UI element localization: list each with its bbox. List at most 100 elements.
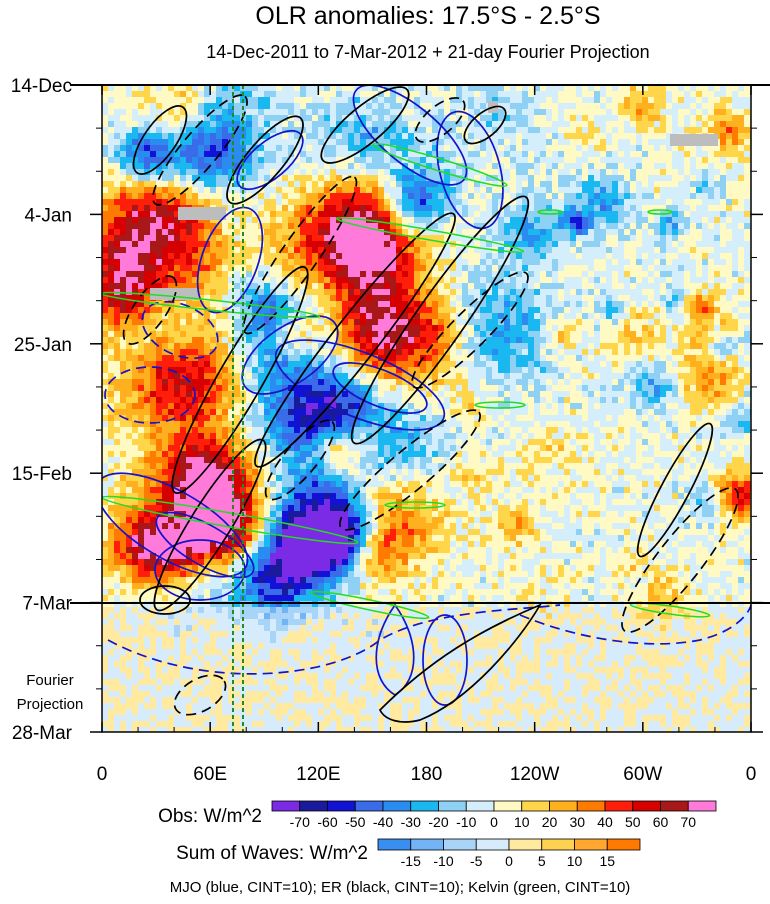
shading-cell (414, 151, 421, 158)
shading-cell (276, 355, 283, 362)
shading-cell (276, 97, 283, 104)
shading-cell (114, 169, 121, 176)
shading-cell (468, 259, 475, 266)
shading-cell (492, 139, 499, 146)
shading-cell (306, 331, 313, 338)
shading-cell (186, 127, 193, 134)
shading-cell (528, 355, 535, 362)
shading-cell (504, 271, 511, 278)
shading-cell (696, 307, 703, 314)
shading-cell (150, 169, 157, 176)
shading-cell (342, 307, 349, 314)
shading-cell (390, 163, 397, 170)
shading-cell (540, 337, 547, 344)
shading-cell (102, 265, 109, 272)
shading-cell (384, 259, 391, 266)
shading-cell (408, 283, 415, 290)
shading-cell (336, 109, 343, 116)
shading-cell (498, 127, 505, 134)
shading-cell (144, 199, 151, 206)
shading-cell (270, 301, 277, 308)
shading-cell (660, 295, 667, 302)
shading-cell (366, 319, 373, 326)
shading-cell (258, 163, 265, 170)
shading-cell (372, 169, 379, 176)
shading-cell (522, 331, 529, 338)
shading-cell (384, 319, 391, 326)
shading-cell (360, 241, 367, 248)
shading-cell (660, 103, 667, 110)
shading-cell (546, 289, 553, 296)
shading-cell (180, 139, 187, 146)
shading-cell (354, 265, 361, 272)
shading-cell (120, 343, 127, 350)
shading-cell (708, 277, 715, 284)
shading-cell (384, 217, 391, 224)
shading-cell (738, 85, 745, 92)
shading-cell (540, 241, 547, 248)
shading-cell (294, 109, 301, 116)
shading-cell (690, 109, 697, 116)
shading-cell (210, 187, 217, 194)
shading-cell (648, 103, 655, 110)
shading-cell (672, 343, 679, 350)
shading-cell (504, 97, 511, 104)
shading-cell (402, 109, 409, 116)
shading-cell (666, 127, 673, 134)
shading-cell (138, 175, 145, 182)
shading-cell (738, 103, 745, 110)
shading-cell (378, 259, 385, 266)
shading-cell (210, 223, 217, 230)
shading-cell (162, 277, 169, 284)
shading-cell (318, 199, 325, 206)
shading-cell (714, 169, 721, 176)
shading-cell (456, 121, 463, 128)
shading-cell (654, 343, 661, 350)
shading-cell (708, 169, 715, 176)
shading-cell (510, 235, 517, 242)
shading-cell (384, 193, 391, 200)
shading-cell (402, 271, 409, 278)
shading-cell (594, 199, 601, 206)
shading-cell (528, 331, 535, 338)
shading-cell (564, 187, 571, 194)
shading-cell (396, 151, 403, 158)
shading-cell (564, 229, 571, 236)
shading-cell (486, 241, 493, 248)
shading-cell (288, 301, 295, 308)
shading-cell (666, 301, 673, 308)
shading-cell (744, 265, 751, 272)
shading-cell (114, 109, 121, 116)
shading-cell (510, 289, 517, 296)
shading-cell (702, 295, 709, 302)
shading-cell (114, 253, 121, 260)
shading-cell (420, 121, 427, 128)
shading-cell (234, 229, 241, 236)
shading-cell (618, 91, 625, 98)
shading-cell (426, 169, 433, 176)
shading-cell (492, 313, 499, 320)
shading-cell (534, 247, 541, 254)
shading-cell (228, 187, 235, 194)
shading-cell (312, 355, 319, 362)
shading-cell (510, 115, 517, 122)
shading-cell (666, 319, 673, 326)
shading-cell (216, 181, 223, 188)
shading-cell (270, 343, 277, 350)
shading-cell (726, 127, 733, 134)
shading-cell (414, 85, 421, 92)
shading-cell (330, 85, 337, 92)
shading-cell (588, 229, 595, 236)
shading-cell (168, 145, 175, 152)
shading-cell (594, 313, 601, 320)
shading-cell (336, 325, 343, 332)
shading-cell (246, 127, 253, 134)
shading-cell (264, 283, 271, 290)
shading-cell (276, 223, 283, 230)
shading-cell (204, 331, 211, 338)
shading-cell (438, 319, 445, 326)
shading-cell (732, 271, 739, 278)
shading-cell (582, 175, 589, 182)
shading-cell (684, 283, 691, 290)
shading-cell (528, 193, 535, 200)
